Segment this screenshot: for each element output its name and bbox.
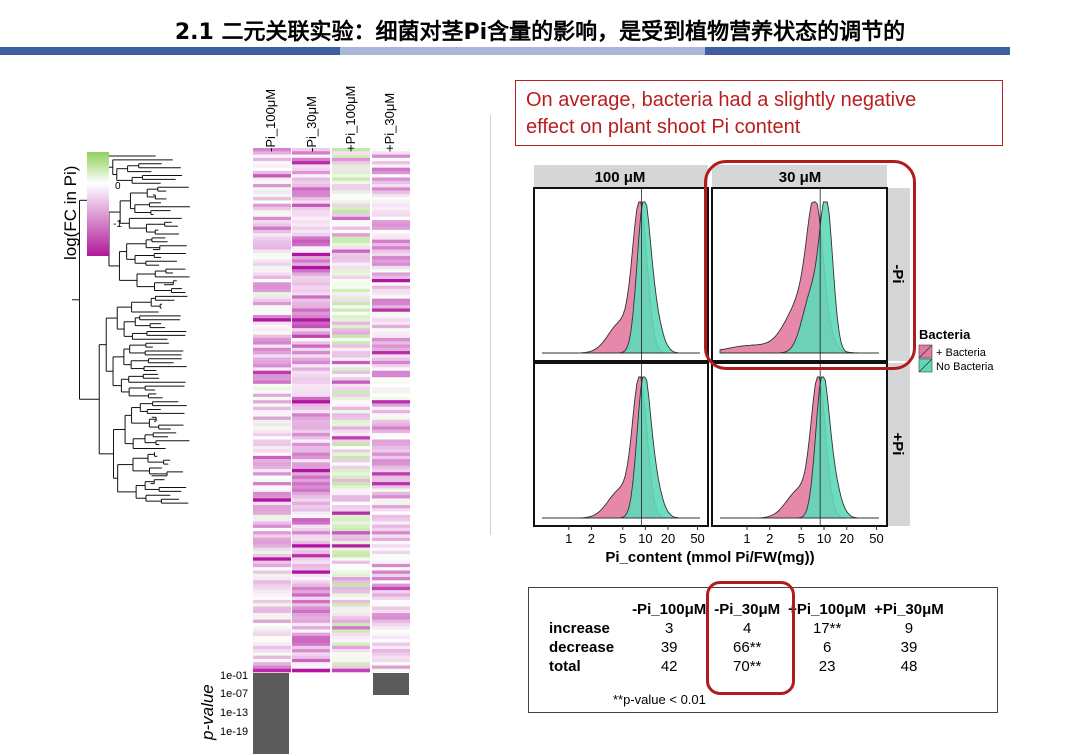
pvalue-tick: 1e-19 <box>220 726 248 738</box>
phylogenetic-tree <box>72 155 190 504</box>
callout-line: On average, bacteria had a slightly nega… <box>526 89 917 111</box>
table-row: decrease 39 66** 6 39 <box>545 638 948 657</box>
fc-legend-tick: -1 <box>113 219 122 230</box>
title-rule-right <box>705 47 1010 55</box>
legend-item: + Bacteria <box>936 347 987 359</box>
x-axis-title: Pi_content (mmol Pi/FW(mg)) <box>605 549 814 566</box>
facet-row-label: -Pi <box>889 264 906 283</box>
table-row: total 42 70** 23 48 <box>545 657 948 676</box>
pvalue-tick: 1e-01 <box>220 670 248 682</box>
stats-corner <box>545 600 628 619</box>
callout-line: effect on plant shoot Pi content <box>526 116 801 138</box>
vertical-divider <box>490 115 491 535</box>
x-axes: 1 2 5 10 20 50 1 2 5 10 20 50 <box>565 526 884 546</box>
fc-legend-colorbar <box>87 152 109 256</box>
table-cell: 17** <box>812 620 842 637</box>
stats-footnote: **p-value < 0.01 <box>613 692 706 707</box>
pvalue-bars <box>253 673 409 754</box>
heatmap-grid <box>253 148 410 673</box>
x-tick-label: 5 <box>619 531 626 546</box>
table-cell: 23 <box>818 658 836 675</box>
facet-panel <box>711 362 888 527</box>
row-label: total <box>549 658 581 675</box>
facet-strip <box>712 165 887 188</box>
legend-title: Bacteria <box>919 327 971 342</box>
table-cell: 9 <box>904 620 914 637</box>
stats-col-header: -Pi_30μM <box>714 601 781 618</box>
facet-row-label: +Pi <box>889 433 906 456</box>
highlight-minusPi-30uM-column <box>706 581 795 695</box>
x-tick-label: 20 <box>661 531 675 546</box>
row-label: increase <box>549 620 610 637</box>
fc-legend-title: log(FC in Pi) <box>61 166 80 260</box>
density-plot: 100 μM 30 μM -Pi +Pi 1 2 5 10 20 50 1 2 5 10 20 50 … <box>533 165 994 566</box>
stats-col-header: +Pi_30μM <box>874 601 944 618</box>
heatmap-figure: -Pi_100μM -Pi_30μM +Pi_100μM +Pi_30μM lo… <box>61 86 410 754</box>
x-tick-label: 10 <box>817 531 831 546</box>
heatmap-col-label: +Pi_30μM <box>382 93 397 152</box>
stats-table: -Pi_100μM -Pi_30μM +Pi_100μM +Pi_30μM in… <box>545 600 948 676</box>
table-cell: 3 <box>665 620 674 637</box>
x-tick-label: 2 <box>766 531 773 546</box>
title-rule-left <box>0 47 340 55</box>
stats-table-box: -Pi_100μM -Pi_30μM +Pi_100μM +Pi_30μM in… <box>528 587 998 713</box>
pvalue-axis-label: p-value <box>198 684 217 741</box>
facet-col-label: 30 μM <box>779 169 822 186</box>
table-cell: 6 <box>822 639 832 656</box>
table-cell: 39 <box>660 639 678 656</box>
table-row: increase 3 4 17** 9 <box>545 619 948 638</box>
x-tick-label: 50 <box>869 531 883 546</box>
slide-title: 2.1 二元关联实验：细菌对茎Pi含量的影响，是受到植物营养状态的调节的 <box>174 20 906 45</box>
facet-strip <box>888 363 910 526</box>
x-tick-label: 10 <box>638 531 652 546</box>
callout-box: On average, bacteria had a slightly nega… <box>515 80 1003 146</box>
heatmap-col-label: +Pi_100μM <box>343 86 358 152</box>
title-rule-middle <box>340 47 705 55</box>
legend-item: No Bacteria <box>936 361 994 373</box>
x-tick-label: 2 <box>588 531 595 546</box>
heatmap-col-label: -Pi_100μM <box>263 89 278 152</box>
facet-strip <box>534 165 708 188</box>
table-cell: 39 <box>900 639 918 656</box>
facet-col-label: 100 μM <box>595 169 646 186</box>
x-tick-label: 1 <box>743 531 750 546</box>
row-label: decrease <box>549 639 615 656</box>
pvalue-tick: 1e-07 <box>220 688 248 700</box>
table-cell: 70** <box>733 658 762 675</box>
highlight-30uM-minusPi-panel <box>704 160 916 370</box>
table-cell: 66** <box>733 639 762 656</box>
stats-col-header: +Pi_100μM <box>788 601 867 618</box>
x-tick-label: 5 <box>798 531 805 546</box>
table-cell: 48 <box>900 658 918 675</box>
heatmap-column-labels: -Pi_100μM -Pi_30μM +Pi_100μM +Pi_30μM <box>263 86 397 152</box>
pvalue-tick: 1e-13 <box>220 707 248 719</box>
x-tick-label: 50 <box>690 531 704 546</box>
facet-panel <box>533 187 709 362</box>
stats-col-header: -Pi_100μM <box>632 601 707 618</box>
heatmap-col-label: -Pi_30μM <box>304 96 319 152</box>
facet-strip <box>888 188 910 361</box>
table-cell: 42 <box>660 658 678 675</box>
x-tick-label: 1 <box>565 531 572 546</box>
table-cell: 4 <box>743 620 752 637</box>
x-tick-label: 20 <box>840 531 854 546</box>
fc-legend-tick: 0 <box>115 181 121 192</box>
